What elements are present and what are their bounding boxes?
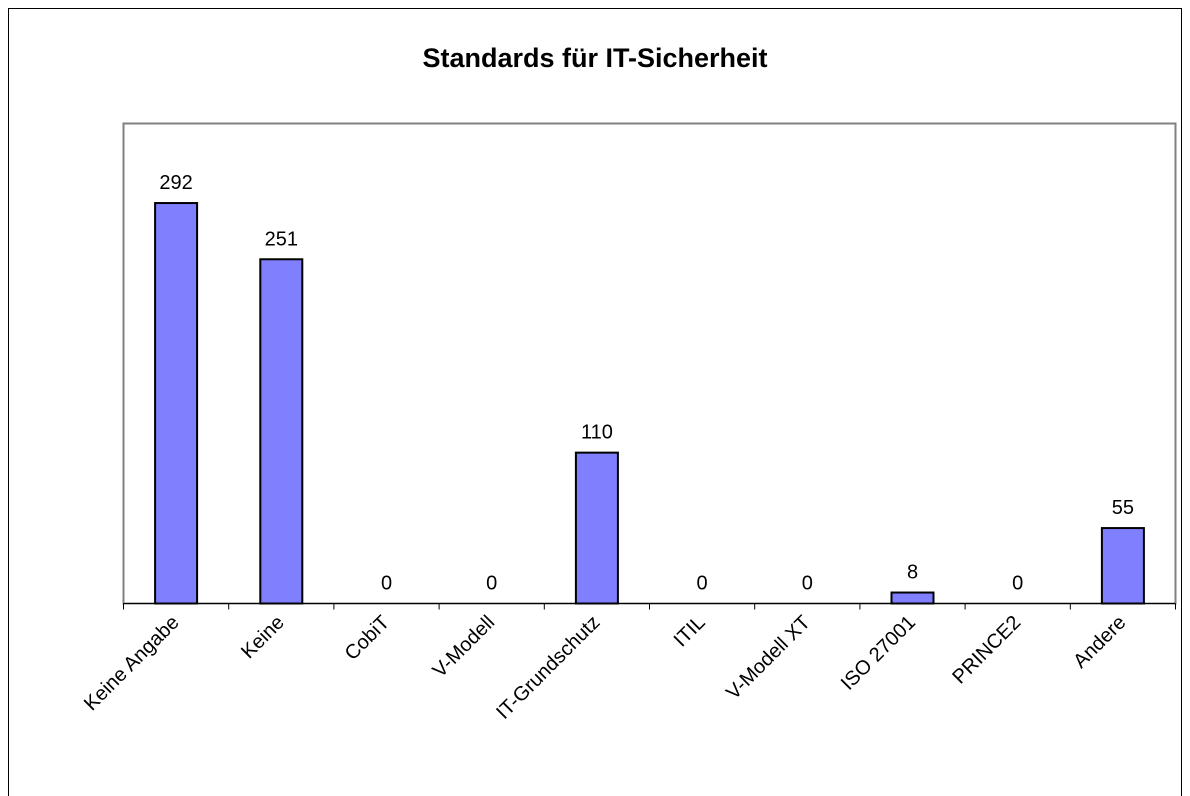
data-label: 110 — [581, 422, 613, 444]
data-label: 292 — [159, 172, 192, 194]
bar — [154, 202, 199, 605]
chart-border — [8, 8, 1182, 796]
data-label: 8 — [907, 562, 918, 584]
data-label: 0 — [1012, 573, 1023, 595]
bar — [259, 258, 304, 605]
data-label: 0 — [802, 573, 813, 595]
data-label: 0 — [486, 573, 497, 595]
data-label: 55 — [1112, 497, 1134, 519]
chart-title: Standards für IT-Sicherheit — [422, 43, 767, 73]
bar — [890, 591, 935, 605]
bar — [1100, 527, 1145, 605]
data-label: 0 — [381, 573, 392, 595]
bar — [574, 451, 619, 605]
data-label: 0 — [697, 573, 708, 595]
data-label: 251 — [265, 228, 298, 250]
